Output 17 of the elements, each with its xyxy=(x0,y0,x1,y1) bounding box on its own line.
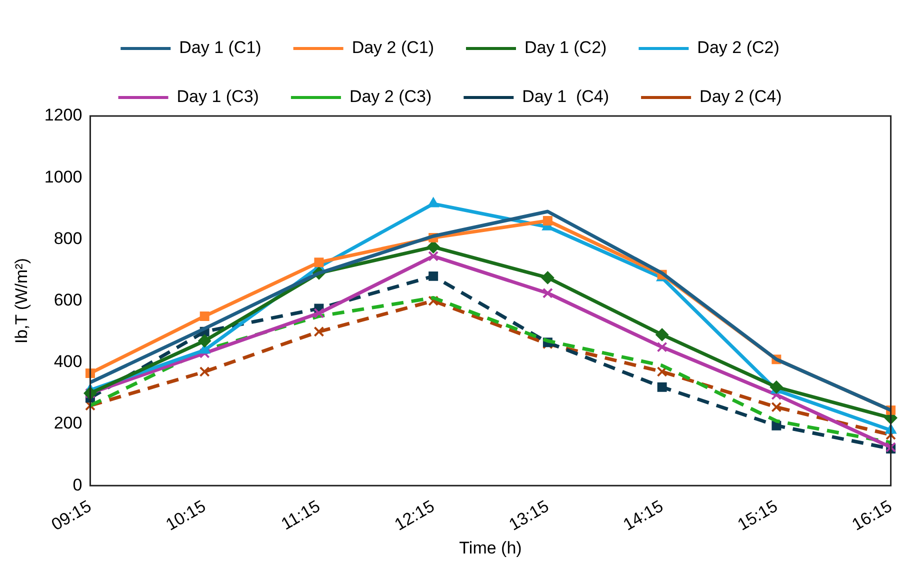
y-tick-label: 1000 xyxy=(44,167,82,186)
y-tick-label: 200 xyxy=(54,414,82,433)
y-tick-label: 0 xyxy=(72,475,82,494)
legend-label: Day 2 (C3) xyxy=(349,87,432,106)
legend-label: Day 1 (C3) xyxy=(176,87,259,106)
y-tick-label: 400 xyxy=(54,352,82,372)
y-tick-label: 800 xyxy=(54,228,82,248)
legend-label: Day 2 (C1) xyxy=(352,38,434,58)
x-axis-title: Time (h) xyxy=(459,538,522,558)
y-tick-label: 600 xyxy=(54,290,82,310)
legend-label: Day 1 (C2) xyxy=(524,38,607,58)
legend-label: Day 2 (C2) xyxy=(697,38,780,58)
legend-label: Day 1 (C4) xyxy=(522,87,610,106)
legend-label: Day 1 (C1) xyxy=(179,38,262,58)
y-axis-title: Ib,T (W/m²) xyxy=(12,258,31,344)
y-tick-label: 1200 xyxy=(44,106,82,125)
legend-label: Day 2 (C4) xyxy=(700,87,782,106)
